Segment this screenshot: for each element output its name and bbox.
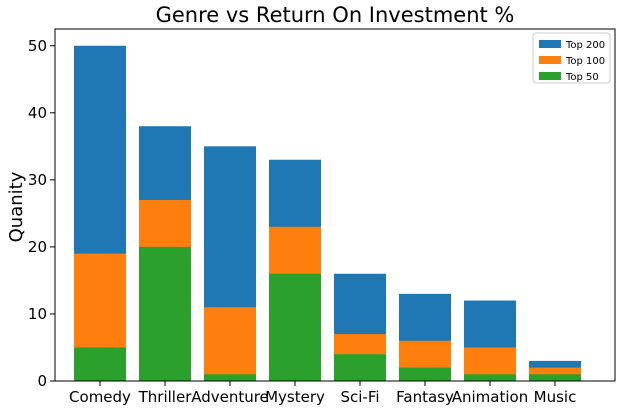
x-tick-label: Fantasy <box>396 388 454 406</box>
plot-frame <box>54 28 616 382</box>
bars-group <box>74 45 581 382</box>
legend: Top 200 Top 100 Top 50 <box>532 32 611 84</box>
legend-label: Top 50 <box>565 72 599 83</box>
legend-swatch <box>539 56 561 64</box>
x-tick-label: Sci-Fi <box>340 388 379 406</box>
bar-top-50-mystery <box>269 273 321 381</box>
bar-top-100-adventure <box>204 307 256 381</box>
bar-top-50-fantasy <box>399 367 451 381</box>
y-axis-ticks: 0 10 20 30 40 50 <box>28 37 55 390</box>
bar-top-50-thriller <box>139 246 191 381</box>
legend-label: Top 100 <box>565 56 605 67</box>
bar-top-50-animation <box>464 374 516 381</box>
y-tick-label: 10 <box>28 305 47 323</box>
y-tick-label: 40 <box>28 104 47 122</box>
y-tick-label: 30 <box>28 171 47 189</box>
bar-top-50-comedy <box>74 347 126 381</box>
legend-swatch <box>539 40 561 48</box>
x-tick-label: Adventure <box>191 388 269 406</box>
bar-top-50-music <box>529 374 581 381</box>
x-tick-label: Comedy <box>69 388 131 406</box>
legend-label: Top 200 <box>565 40 605 51</box>
chart-title: Genre vs Return On Investment % <box>156 3 515 27</box>
bar-top-50-adventure <box>204 374 256 381</box>
y-tick-label: 0 <box>37 372 47 390</box>
x-tick-label: Animation <box>452 388 528 406</box>
x-tick-label: Music <box>534 388 577 406</box>
x-tick-label: Mystery <box>265 388 325 406</box>
legend-swatch <box>539 72 561 80</box>
x-tick-label: Thriller <box>138 388 193 406</box>
bar-top-50-sci-fi <box>334 354 386 381</box>
y-tick-label: 50 <box>28 37 47 55</box>
y-axis-label: Quanity <box>6 171 27 242</box>
y-tick-label: 20 <box>28 238 47 256</box>
